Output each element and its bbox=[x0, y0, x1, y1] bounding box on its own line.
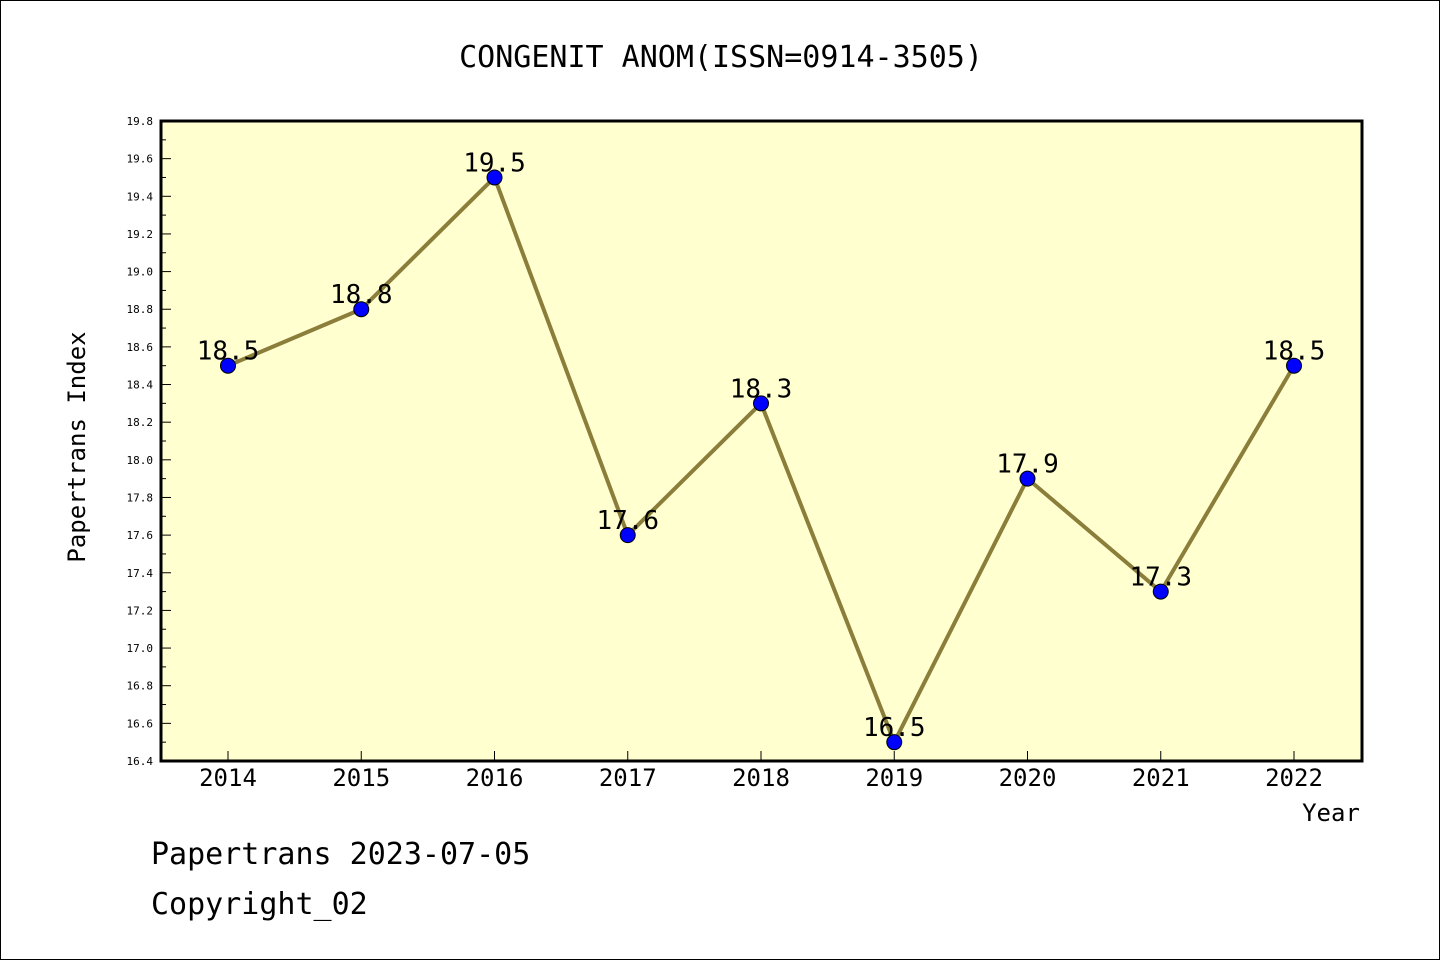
y-tick-label: 16.8 bbox=[127, 680, 154, 693]
data-label: 16.5 bbox=[863, 713, 926, 743]
y-tick-label: 17.2 bbox=[127, 604, 154, 617]
data-point bbox=[220, 357, 236, 374]
y-axis-label: Papertrans Index bbox=[63, 331, 91, 562]
y-axis-ticks: 16.4 16.6 16.8 17.0 17.2 17.4 17.6 17.8 18.0 18.2… bbox=[127, 115, 171, 768]
y-tick-label: 19.2 bbox=[127, 228, 154, 241]
data-point bbox=[353, 301, 370, 318]
y-tick-label: 16.4 bbox=[127, 755, 154, 768]
data-point bbox=[619, 527, 636, 544]
x-tick-label: 2020 bbox=[999, 764, 1057, 792]
data-point bbox=[486, 169, 503, 186]
y-tick-label: 17.6 bbox=[127, 529, 154, 542]
x-axis-label: Year bbox=[1302, 799, 1360, 827]
x-tick-label: 2014 bbox=[199, 764, 257, 792]
data-label: 19.5 bbox=[463, 148, 526, 178]
data-point bbox=[1286, 357, 1302, 374]
x-tick-label: 2019 bbox=[865, 764, 923, 792]
chart-title: CONGENIT ANOM(ISSN=0914-3505) bbox=[459, 40, 983, 75]
data-point bbox=[1019, 470, 1036, 487]
footer-date: Papertrans 2023-07-05 bbox=[151, 837, 530, 872]
y-tick-label: 18.4 bbox=[127, 379, 154, 392]
x-tick-label: 2015 bbox=[332, 764, 390, 792]
y-tick-label: 19.8 bbox=[127, 115, 154, 128]
data-label: 17.3 bbox=[1129, 563, 1192, 593]
y-tick-label: 16.6 bbox=[127, 717, 154, 730]
y-tick-label: 18.0 bbox=[127, 454, 154, 467]
y-tick-label: 18.2 bbox=[127, 416, 154, 429]
y-tick-label: 19.4 bbox=[127, 190, 154, 203]
x-tick-label: 2021 bbox=[1132, 764, 1190, 792]
series-line-group bbox=[220, 169, 1302, 751]
plot-area bbox=[161, 121, 1362, 761]
data-label: 18.5 bbox=[1263, 337, 1326, 367]
x-axis-ticks: 2014 2015 2016 2017 2018 2019 2020 2021 2022 bbox=[199, 751, 1323, 792]
y-tick-label: 17.4 bbox=[127, 567, 154, 580]
data-label: 17.6 bbox=[596, 506, 659, 536]
y-tick-label: 17.0 bbox=[127, 642, 154, 655]
x-tick-label: 2018 bbox=[732, 764, 790, 792]
data-point bbox=[886, 734, 903, 751]
data-label-group: 18.5 18.8 19.5 17.6 18.3 16.5 17.9 17.3 18.5 bbox=[197, 148, 1326, 743]
y-tick-label: 18.6 bbox=[127, 341, 154, 354]
data-point bbox=[753, 395, 769, 412]
data-label: 18.3 bbox=[730, 374, 793, 404]
data-label: 18.8 bbox=[330, 280, 393, 310]
x-tick-label: 2017 bbox=[599, 764, 657, 792]
x-tick-label: 2016 bbox=[466, 764, 524, 792]
y-tick-label: 19.0 bbox=[127, 266, 154, 279]
data-point bbox=[1152, 583, 1169, 600]
x-tick-label: 2022 bbox=[1265, 764, 1323, 792]
y-tick-label: 18.8 bbox=[127, 303, 154, 316]
plot-border bbox=[159, 119, 1364, 763]
footer-copyright: Copyright_02 bbox=[151, 887, 368, 922]
data-label: 17.9 bbox=[996, 450, 1059, 480]
data-label: 18.5 bbox=[197, 337, 260, 367]
y-tick-label: 17.8 bbox=[127, 491, 154, 504]
y-tick-label: 19.6 bbox=[127, 153, 154, 166]
